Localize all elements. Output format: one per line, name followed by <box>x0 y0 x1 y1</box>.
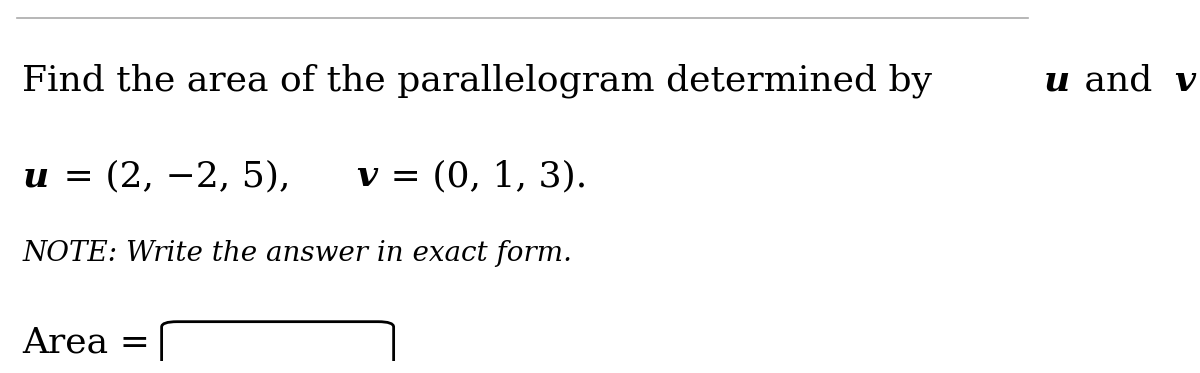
Text: and: and <box>1073 63 1164 98</box>
Text: = (0, 1, 3).: = (0, 1, 3). <box>379 159 588 193</box>
Text: v: v <box>356 159 377 193</box>
Text: NOTE: Write the answer in exact form.: NOTE: Write the answer in exact form. <box>23 241 572 267</box>
FancyBboxPatch shape <box>162 322 394 373</box>
Text: u: u <box>23 159 49 193</box>
Text: v: v <box>1174 63 1195 98</box>
Text: .: . <box>1198 63 1200 98</box>
Text: = (2, −2, 5),: = (2, −2, 5), <box>52 159 326 193</box>
Text: u: u <box>1044 63 1070 98</box>
Text: Find the area of the parallelogram determined by: Find the area of the parallelogram deter… <box>23 63 944 98</box>
Text: Area =: Area = <box>23 325 162 360</box>
